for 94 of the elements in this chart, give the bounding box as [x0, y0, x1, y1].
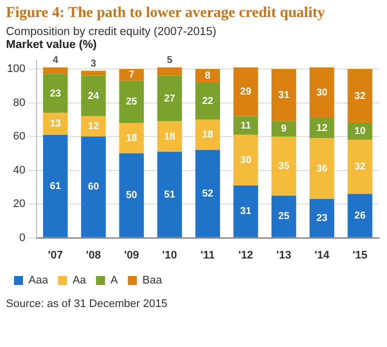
data-label: 36 — [316, 163, 328, 174]
bar — [271, 121, 296, 137]
data-label: 23 — [50, 88, 62, 100]
bar — [157, 152, 182, 238]
bar — [119, 153, 144, 238]
data-label: 13 — [50, 118, 62, 130]
bar — [233, 185, 258, 238]
data-label: 51 — [164, 189, 176, 200]
legend-label: Aaa — [28, 274, 49, 287]
bar — [348, 123, 372, 140]
x-tick-label: '08 — [86, 249, 101, 262]
y-axis-title: Market value (%) — [5, 38, 98, 51]
bar — [119, 123, 144, 154]
bar — [43, 67, 68, 74]
y-tick-label: 100 — [6, 63, 26, 76]
bar — [310, 67, 334, 118]
data-label: 10 — [354, 126, 366, 138]
bar — [348, 69, 372, 124]
data-label: 18 — [202, 130, 214, 141]
x-tick-label: '09 — [124, 249, 139, 262]
bar — [81, 116, 106, 137]
data-label: 22 — [202, 96, 214, 107]
bar — [310, 138, 334, 199]
data-label: 25 — [278, 211, 290, 222]
data-label: 31 — [240, 206, 252, 218]
data-label: 8 — [204, 70, 211, 82]
data-label: 60 — [88, 182, 100, 193]
legend-label: Aa — [72, 274, 87, 287]
data-label: 29 — [240, 86, 252, 98]
data-label: 61 — [50, 180, 62, 192]
bar — [348, 194, 372, 238]
bar — [195, 82, 220, 120]
data-label: 18 — [126, 132, 138, 144]
data-label: 3 — [90, 58, 97, 70]
data-label: 26 — [354, 210, 366, 222]
bar — [233, 134, 258, 186]
data-label: 31 — [278, 90, 290, 101]
data-label: 11 — [240, 120, 252, 132]
data-label: 32 — [354, 90, 366, 102]
bar — [195, 69, 220, 83]
data-label: 12 — [316, 122, 328, 134]
bar — [157, 76, 182, 122]
chart-subtitle: Composition by credit equity (2007-2015) — [5, 25, 218, 38]
bar — [157, 67, 182, 76]
bar — [43, 112, 68, 135]
data-label: 9 — [281, 124, 288, 135]
bar — [233, 116, 258, 135]
bar — [157, 121, 182, 152]
y-tick-label: 80 — [13, 96, 26, 109]
bar — [81, 136, 106, 238]
bar — [271, 136, 296, 196]
y-tick-label: 40 — [13, 164, 26, 176]
data-label: 30 — [316, 87, 328, 98]
bar — [348, 140, 372, 194]
x-tick-label: '11 — [200, 249, 215, 262]
data-label: 23 — [316, 212, 328, 224]
chart-title: Figure 4: The path to lower average credit quality — [5, 4, 326, 23]
bar — [119, 69, 144, 81]
bar — [81, 76, 106, 116]
data-label: 5 — [166, 55, 173, 66]
bar — [233, 67, 258, 116]
bar — [195, 150, 220, 238]
data-label: 18 — [164, 131, 176, 142]
data-label: 30 — [240, 154, 252, 166]
data-label: 52 — [202, 188, 214, 200]
x-tick-label: '14 — [314, 249, 330, 262]
y-tick-label: 20 — [13, 198, 26, 210]
data-label: 12 — [88, 121, 100, 132]
bar — [119, 80, 144, 124]
data-label: 25 — [126, 96, 138, 108]
x-tick-label: '12 — [238, 249, 254, 262]
y-tick-label: 60 — [13, 130, 26, 143]
bar — [43, 134, 68, 238]
legend-label: Baa — [142, 274, 163, 287]
data-label: 24 — [88, 90, 100, 102]
data-label: 32 — [354, 162, 366, 173]
bar — [310, 198, 334, 238]
x-tick-label: '07 — [48, 249, 63, 262]
x-tick-label: '13 — [276, 249, 292, 262]
data-label: 35 — [278, 160, 290, 172]
y-tick-label: 0 — [19, 232, 26, 244]
data-label: 4 — [52, 55, 59, 66]
bar — [271, 69, 296, 122]
bar — [271, 196, 296, 238]
data-label: 7 — [128, 70, 135, 81]
data-label: 50 — [126, 190, 138, 202]
legend-label: A — [110, 274, 119, 287]
bar — [195, 120, 220, 150]
data-label: 27 — [164, 93, 176, 104]
source-note: Source: as of 31 December 2015 — [5, 297, 168, 312]
bar — [43, 74, 68, 113]
bar — [81, 70, 106, 76]
x-tick-label: '15 — [352, 249, 368, 262]
x-tick-label: '10 — [162, 249, 178, 262]
